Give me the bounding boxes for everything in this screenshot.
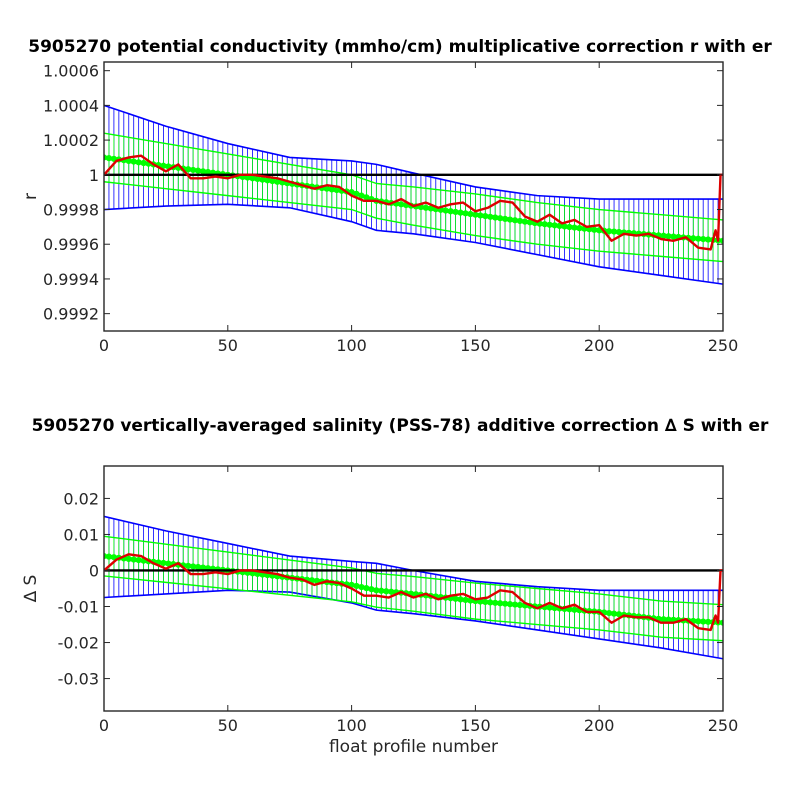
y-tick-label: 1.0004 — [43, 96, 99, 115]
plot-frame — [103, 61, 724, 332]
fit-lower-line — [104, 575, 723, 642]
y-axis-label: ∆ S — [21, 575, 41, 604]
plot-area — [104, 515, 723, 660]
fit-markers — [104, 552, 723, 626]
x-tick-label: 200 — [584, 336, 615, 355]
x-tick-label: 0 — [99, 336, 109, 355]
y-tick-label: -0.02 — [58, 634, 99, 653]
x-tick-label: 0 — [99, 716, 109, 735]
y-tick-label: -0.03 — [58, 670, 99, 689]
y-tick-label: 0.9994 — [43, 270, 99, 289]
x-tick-label: 150 — [460, 716, 491, 735]
fit-upper-line — [104, 132, 723, 221]
fit-error-bars — [104, 133, 723, 262]
plot-area — [104, 104, 723, 285]
x-tick-label: 100 — [336, 716, 367, 735]
x-tick-label: 150 — [460, 336, 491, 355]
y-tick-label: 0.02 — [63, 489, 99, 508]
x-tick-label: 50 — [218, 336, 238, 355]
envelope-lower-line — [104, 203, 723, 285]
chart-salinity-correction: 5905270 vertically-averaged salinity (PS… — [21, 416, 769, 757]
x-tick-label: 250 — [708, 716, 739, 735]
y-tick-label: 1.0006 — [43, 62, 99, 81]
fit-error-bars — [104, 536, 723, 641]
fit-marker — [719, 237, 723, 244]
x-tick-label: 250 — [708, 336, 739, 355]
plot-frame — [103, 465, 724, 712]
fit-upper-line — [104, 535, 723, 606]
fit-marker — [719, 619, 723, 626]
estimate-line — [104, 553, 723, 632]
estimate-line — [104, 154, 723, 251]
y-tick-label: 0.9992 — [43, 305, 99, 324]
y-tick-label: 1.0002 — [43, 131, 99, 150]
x-tick-label: 200 — [584, 716, 615, 735]
y-axis-label: r — [21, 193, 41, 200]
envelope-lower-line — [104, 589, 723, 660]
chart-conductivity-correction: 5905270 potential conductivity (mmho/cm)… — [21, 37, 772, 355]
envelope-upper-line — [104, 515, 723, 592]
y-tick-label: 0.9996 — [43, 235, 99, 254]
fit-line — [104, 155, 723, 243]
y-tick-label: 1 — [89, 166, 99, 185]
envelope-bars — [104, 105, 723, 285]
fit-line — [104, 554, 723, 625]
y-tick-label: -0.01 — [58, 598, 99, 617]
y-tick-label: 0.01 — [63, 525, 99, 544]
envelope-upper-line — [104, 104, 723, 200]
x-tick-label: 100 — [336, 336, 367, 355]
x-axis-label: float profile number — [329, 737, 498, 757]
fit-lower-line — [104, 181, 723, 263]
chart-title: 5905270 potential conductivity (mmho/cm)… — [28, 37, 772, 57]
chart-title: 5905270 vertically-averaged salinity (PS… — [32, 416, 769, 436]
x-tick-label: 50 — [218, 716, 238, 735]
y-tick-label: 0 — [89, 561, 99, 580]
y-tick-label: 0.9998 — [43, 201, 99, 220]
